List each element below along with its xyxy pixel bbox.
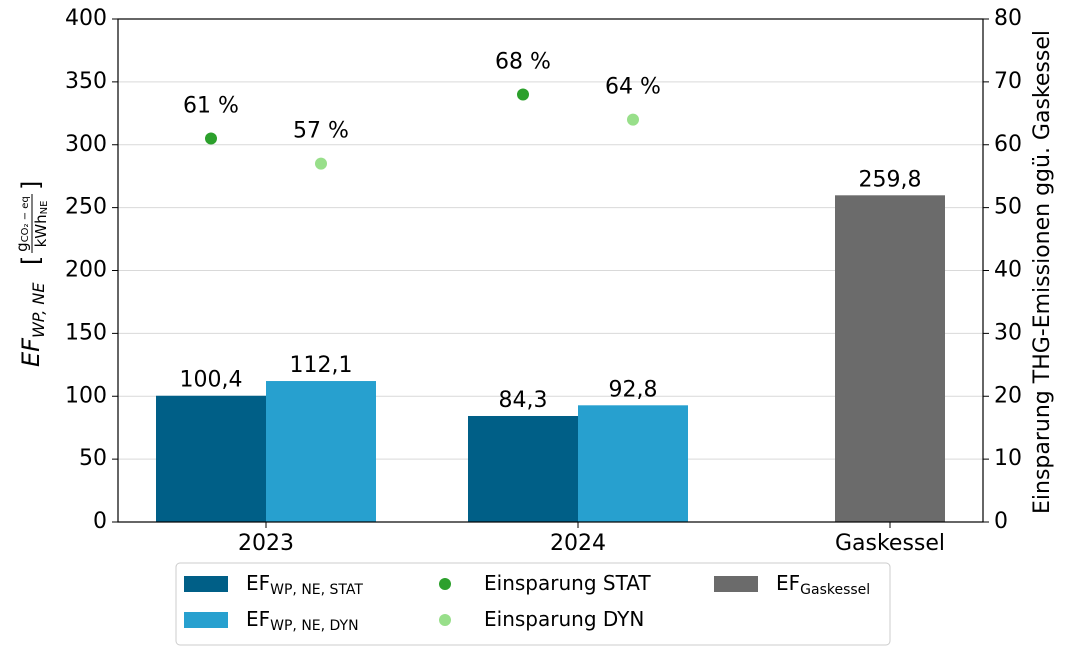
legend-name: EF — [246, 571, 270, 595]
y-label-open: [ — [17, 256, 45, 265]
bar-value-label: 92,8 — [609, 377, 658, 402]
y2-tick-label: 30 — [994, 320, 1022, 345]
num-sub: CO₂ − eq — [20, 196, 31, 242]
point — [315, 157, 327, 170]
legend-box — [175, 562, 891, 646]
y2-tick-label: 50 — [994, 195, 1022, 220]
legend-marker — [439, 614, 451, 626]
legend-swatch — [714, 576, 758, 592]
point-value-label: 61 % — [183, 93, 239, 118]
y2-tick-label: 80 — [994, 6, 1022, 31]
y-label-den: kWhNE — [32, 201, 51, 248]
point — [627, 113, 639, 126]
y-axis-label: EFWP, NE [ gCO₂ − eq kWhNE] — [13, 181, 51, 367]
legend-name: EF — [246, 607, 270, 631]
bar-value-label: 112,1 — [290, 353, 353, 378]
legend-subscript: Gaskessel — [800, 582, 870, 598]
legend-swatch — [184, 612, 228, 628]
legend-name: Einsparung DYN — [484, 607, 644, 631]
bar-value-label: 259,8 — [859, 167, 922, 192]
y-label-ef: EF — [17, 337, 45, 367]
y-tick-label: 150 — [65, 320, 107, 345]
y-tick-label: 50 — [79, 446, 107, 471]
legend-marker — [439, 578, 451, 590]
y2-tick-label: 40 — [994, 258, 1022, 283]
point-value-label: 64 % — [605, 75, 661, 100]
y2-tick-label: 70 — [994, 69, 1022, 94]
y-label-num: gCO₂ − eq — [13, 196, 32, 252]
y2-axis-label: Einsparung THG-Emissionen ggü. Gaskessel — [1030, 30, 1055, 514]
legend-label: Einsparung DYN — [484, 607, 644, 631]
legend-label: EFWP, NE, STAT — [246, 571, 363, 599]
legend-subscript: WP, NE, DYN — [270, 618, 358, 634]
y-tick-label: 400 — [65, 6, 107, 31]
legend-label: EFWP, NE, DYN — [246, 607, 359, 635]
x-tick-label: 2024 — [550, 531, 606, 556]
y-tick-label: 0 — [93, 509, 107, 534]
y2-tick-label: 20 — [994, 383, 1022, 408]
legend-subscript: WP, NE, STAT — [270, 582, 363, 598]
legend-swatch — [184, 576, 228, 592]
y2-tick-label: 10 — [994, 446, 1022, 471]
y2-tick-label: 0 — [994, 509, 1008, 534]
point-value-label: 57 % — [293, 119, 349, 144]
bar — [835, 195, 945, 522]
den: kWh — [32, 214, 50, 247]
point — [205, 132, 217, 145]
y-label-main: EFWP, NE — [17, 282, 48, 367]
bar — [156, 395, 266, 522]
legend-name: EF — [776, 571, 800, 595]
y-tick-label: 300 — [65, 132, 107, 157]
y-tick-label: 200 — [65, 258, 107, 283]
bar — [468, 415, 578, 522]
y-tick-label: 250 — [65, 195, 107, 220]
plot-frame — [117, 18, 984, 523]
bar-value-label: 100,4 — [180, 368, 243, 393]
x-tick-label: Gaskessel — [835, 531, 945, 556]
y-label-close: ] — [17, 181, 45, 190]
point — [517, 88, 529, 101]
legend-label: EFGaskessel — [776, 571, 870, 599]
num: g — [13, 242, 31, 252]
bar — [578, 405, 688, 522]
x-tick-label: 2023 — [238, 531, 294, 556]
legend-name: Einsparung STAT — [484, 571, 651, 595]
y-tick-label: 350 — [65, 69, 107, 94]
y-tick-label: 100 — [65, 383, 107, 408]
legend-label: Einsparung STAT — [484, 571, 651, 595]
den-sub: NE — [39, 201, 50, 215]
bar — [266, 381, 376, 522]
y2-tick-label: 60 — [994, 132, 1022, 157]
y-label-sub: WP, NE — [29, 282, 48, 338]
point-value-label: 68 % — [495, 49, 551, 74]
bar-value-label: 84,3 — [499, 388, 548, 413]
